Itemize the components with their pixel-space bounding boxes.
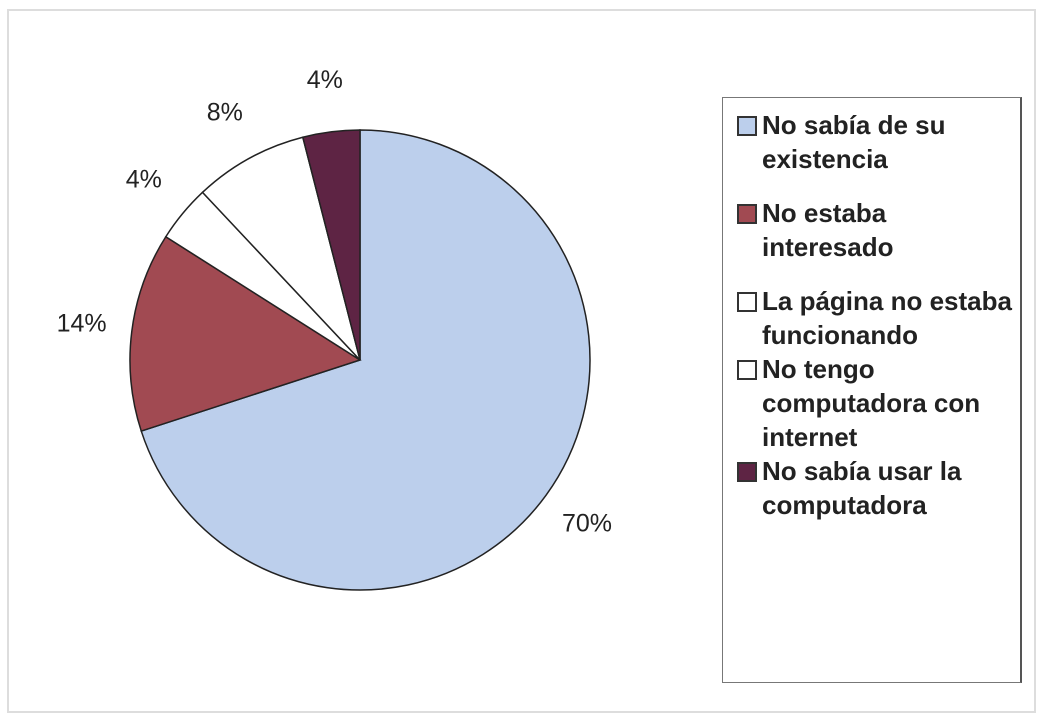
data-label: 14% (57, 309, 107, 337)
data-label: 70% (562, 510, 612, 538)
frame (7, 9, 1036, 713)
data-label: 4% (126, 166, 162, 194)
legend-label: La página no estaba funcionando (762, 286, 1012, 350)
legend-item: No estaba interesado (737, 196, 1016, 264)
legend-label: No sabía usar la computadora (762, 456, 962, 520)
pie-slice (201, 136, 361, 361)
legend-label: No estaba interesado (762, 198, 894, 262)
pie-slice (301, 129, 361, 361)
legend-item: No sabía usar la computadora (737, 454, 1016, 522)
legend-swatch (737, 116, 757, 136)
pie-slice (140, 129, 591, 591)
data-label: 8% (207, 99, 243, 127)
data-label: 4% (307, 66, 343, 94)
legend-label: No tengo computadora con internet (762, 354, 981, 452)
legend-swatch (737, 292, 757, 312)
legend-swatch (737, 360, 757, 380)
legend-item: No sabía de su existencia (737, 108, 1016, 176)
legend-item: No tengo computadora con internet (737, 352, 1016, 454)
legend: No sabía de su existencia No estaba inter… (722, 97, 1022, 683)
pie-slice (129, 235, 362, 433)
legend-swatch (737, 462, 757, 482)
legend-swatch (737, 204, 757, 224)
legend-label: No sabía de su existencia (762, 110, 946, 174)
legend-item: La página no estaba funcionando (737, 284, 1016, 352)
